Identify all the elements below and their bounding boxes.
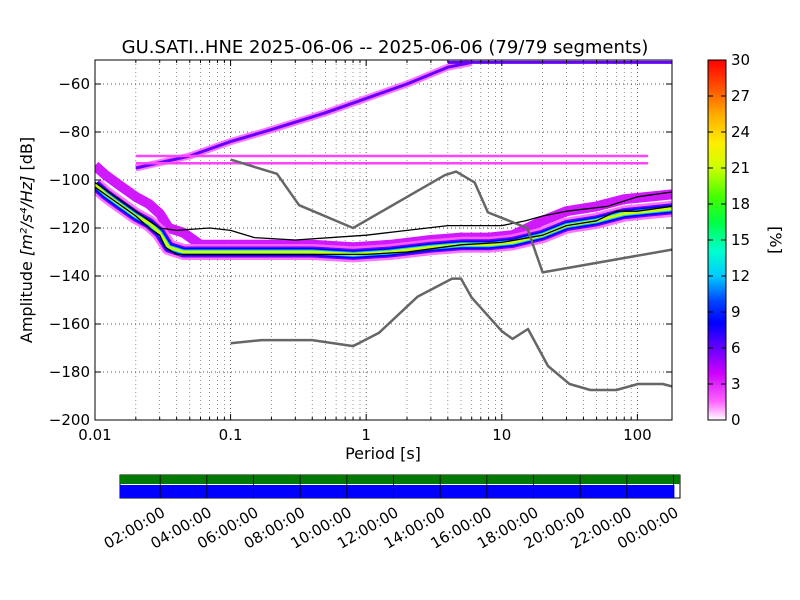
colorbar-tick-label: 21 (731, 159, 750, 177)
x-axis-label: Period [s] (345, 444, 421, 463)
colorbar-tick-label: 0 (731, 411, 741, 429)
y-axis: −60 −80 −100 −120 −140 −160 −180 −200 (49, 75, 672, 429)
y-axis-label: Amplitude [m²/s⁴/Hz] [dB] (17, 137, 36, 343)
plot-frame (94, 59, 673, 421)
colorbar-tick-label: 12 (731, 267, 750, 285)
heatmap-diagonal-band (135, 60, 472, 170)
x-tick-label: 0.1 (219, 426, 243, 444)
colorbar-tick-label: 3 (731, 375, 741, 393)
series-lines (95, 158, 672, 392)
x-tick-label: 10 (492, 426, 511, 444)
plot-area (95, 60, 672, 420)
y-axis-label-units: [m²/s⁴/Hz] (17, 176, 36, 256)
colorbar-tick-label: 27 (731, 87, 750, 105)
colorbar-tick-label: 15 (731, 231, 750, 249)
x-axis: 0.01 0.1 1 10 100 (78, 60, 652, 444)
x-tick-label: 100 (623, 426, 652, 444)
y-tick-label: −60 (58, 75, 90, 93)
colorbar-tick-label: 18 (731, 195, 750, 213)
series-line-mean (95, 181, 672, 241)
colorbar-tick-label: 6 (731, 339, 741, 357)
x-tick-label: 0.01 (78, 426, 111, 444)
y-tick-label: −160 (49, 315, 90, 333)
colorbar-tick-label: 30 (731, 51, 750, 69)
coverage-used-bar (120, 485, 675, 498)
series-line-mode (95, 186, 672, 256)
colorbar-ticks: 0 3 6 9 12 15 18 21 24 27 30 (708, 51, 750, 429)
colorbar-tick-label: 9 (731, 303, 741, 321)
y-tick-label: −100 (49, 171, 90, 189)
colorbar: 0 3 6 9 12 15 18 21 24 27 30 [%] (707, 51, 785, 429)
coverage-data-bar (120, 475, 680, 484)
colorbar-tick-label: 24 (731, 123, 750, 141)
series-line-nhnm (230, 158, 672, 274)
colorbar-label: [%] (766, 226, 785, 254)
y-tick-label: −200 (49, 411, 90, 429)
coverage-bar: 02:00:0004:00:0006:00:0008:00:0010:00:00… (101, 474, 682, 553)
y-tick-label: −140 (49, 267, 90, 285)
y-axis-label-prefix: Amplitude (17, 256, 36, 343)
y-axis-label-suffix: [dB] (17, 137, 36, 176)
y-tick-label: −80 (58, 123, 90, 141)
y-tick-label: −120 (49, 219, 90, 237)
y-tick-label: −180 (49, 363, 90, 381)
x-tick-label: 1 (361, 426, 371, 444)
chart-title: GU.SATI..HNE 2025-06-06 -- 2025-06-06 (7… (122, 37, 649, 58)
series-line-nlnm (230, 277, 672, 392)
